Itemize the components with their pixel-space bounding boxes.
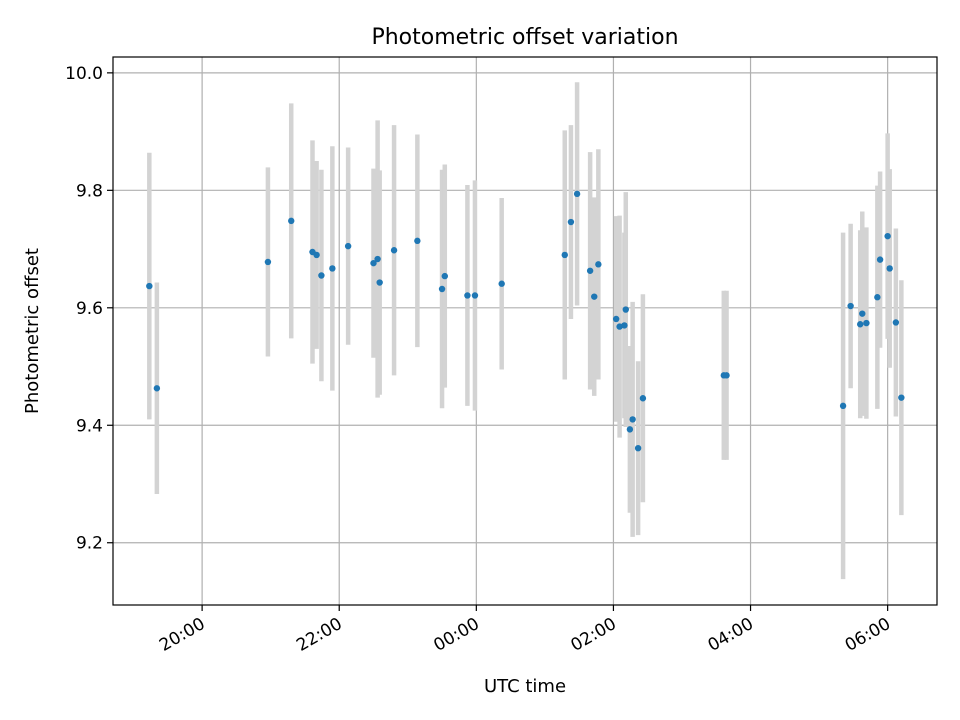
data-point bbox=[863, 319, 870, 327]
plot-frame bbox=[112, 56, 938, 606]
data-point bbox=[464, 292, 471, 299]
data-point bbox=[847, 302, 854, 310]
data-point bbox=[414, 237, 421, 245]
data-point bbox=[884, 232, 891, 240]
data-point bbox=[344, 242, 352, 250]
data-point bbox=[374, 255, 381, 263]
data-points bbox=[146, 190, 905, 452]
data-point bbox=[471, 292, 479, 299]
data-point bbox=[595, 261, 602, 268]
x-axis-label: UTC time bbox=[484, 676, 566, 697]
data-point bbox=[857, 321, 864, 328]
y-tick-label: 9.4 bbox=[76, 416, 103, 436]
y-tick-label: 9.6 bbox=[76, 299, 103, 319]
data-point bbox=[616, 323, 623, 330]
data-point bbox=[586, 267, 594, 274]
data-point bbox=[629, 416, 636, 423]
data-point bbox=[153, 385, 161, 392]
data-point bbox=[886, 265, 893, 272]
y-axis-ticks: 9.2 9.4 9.6 9.8 10.0 bbox=[65, 64, 113, 554]
data-point bbox=[288, 217, 295, 225]
data-point bbox=[634, 444, 642, 452]
data-point bbox=[146, 282, 153, 290]
data-point bbox=[622, 306, 629, 313]
data-point bbox=[318, 272, 325, 279]
data-point bbox=[370, 259, 377, 267]
data-point bbox=[898, 394, 905, 401]
data-point bbox=[876, 256, 884, 263]
data-point bbox=[390, 247, 398, 254]
y-axis-label: Photometric offset bbox=[22, 248, 43, 414]
data-point bbox=[573, 190, 581, 198]
data-point bbox=[313, 251, 320, 259]
data-point bbox=[264, 258, 272, 266]
y-tick-label: 9.2 bbox=[76, 534, 103, 554]
data-point bbox=[621, 322, 628, 329]
data-point bbox=[438, 285, 446, 293]
data-point bbox=[723, 372, 730, 379]
chart-title: Photometric offset variation bbox=[371, 25, 678, 50]
data-point bbox=[329, 265, 336, 272]
data-point bbox=[376, 279, 383, 286]
y-tick-label: 9.8 bbox=[76, 181, 103, 201]
data-point bbox=[441, 272, 448, 280]
data-point bbox=[498, 280, 505, 287]
data-point bbox=[639, 395, 647, 402]
data-point bbox=[892, 319, 900, 326]
data-point bbox=[561, 251, 568, 259]
y-tick-label: 10.0 bbox=[65, 64, 103, 84]
data-point bbox=[626, 426, 634, 433]
data-point bbox=[874, 294, 881, 301]
data-point bbox=[612, 315, 620, 323]
data-point bbox=[591, 293, 598, 300]
data-point bbox=[859, 310, 866, 317]
data-point bbox=[567, 218, 575, 226]
data-point bbox=[839, 402, 847, 410]
